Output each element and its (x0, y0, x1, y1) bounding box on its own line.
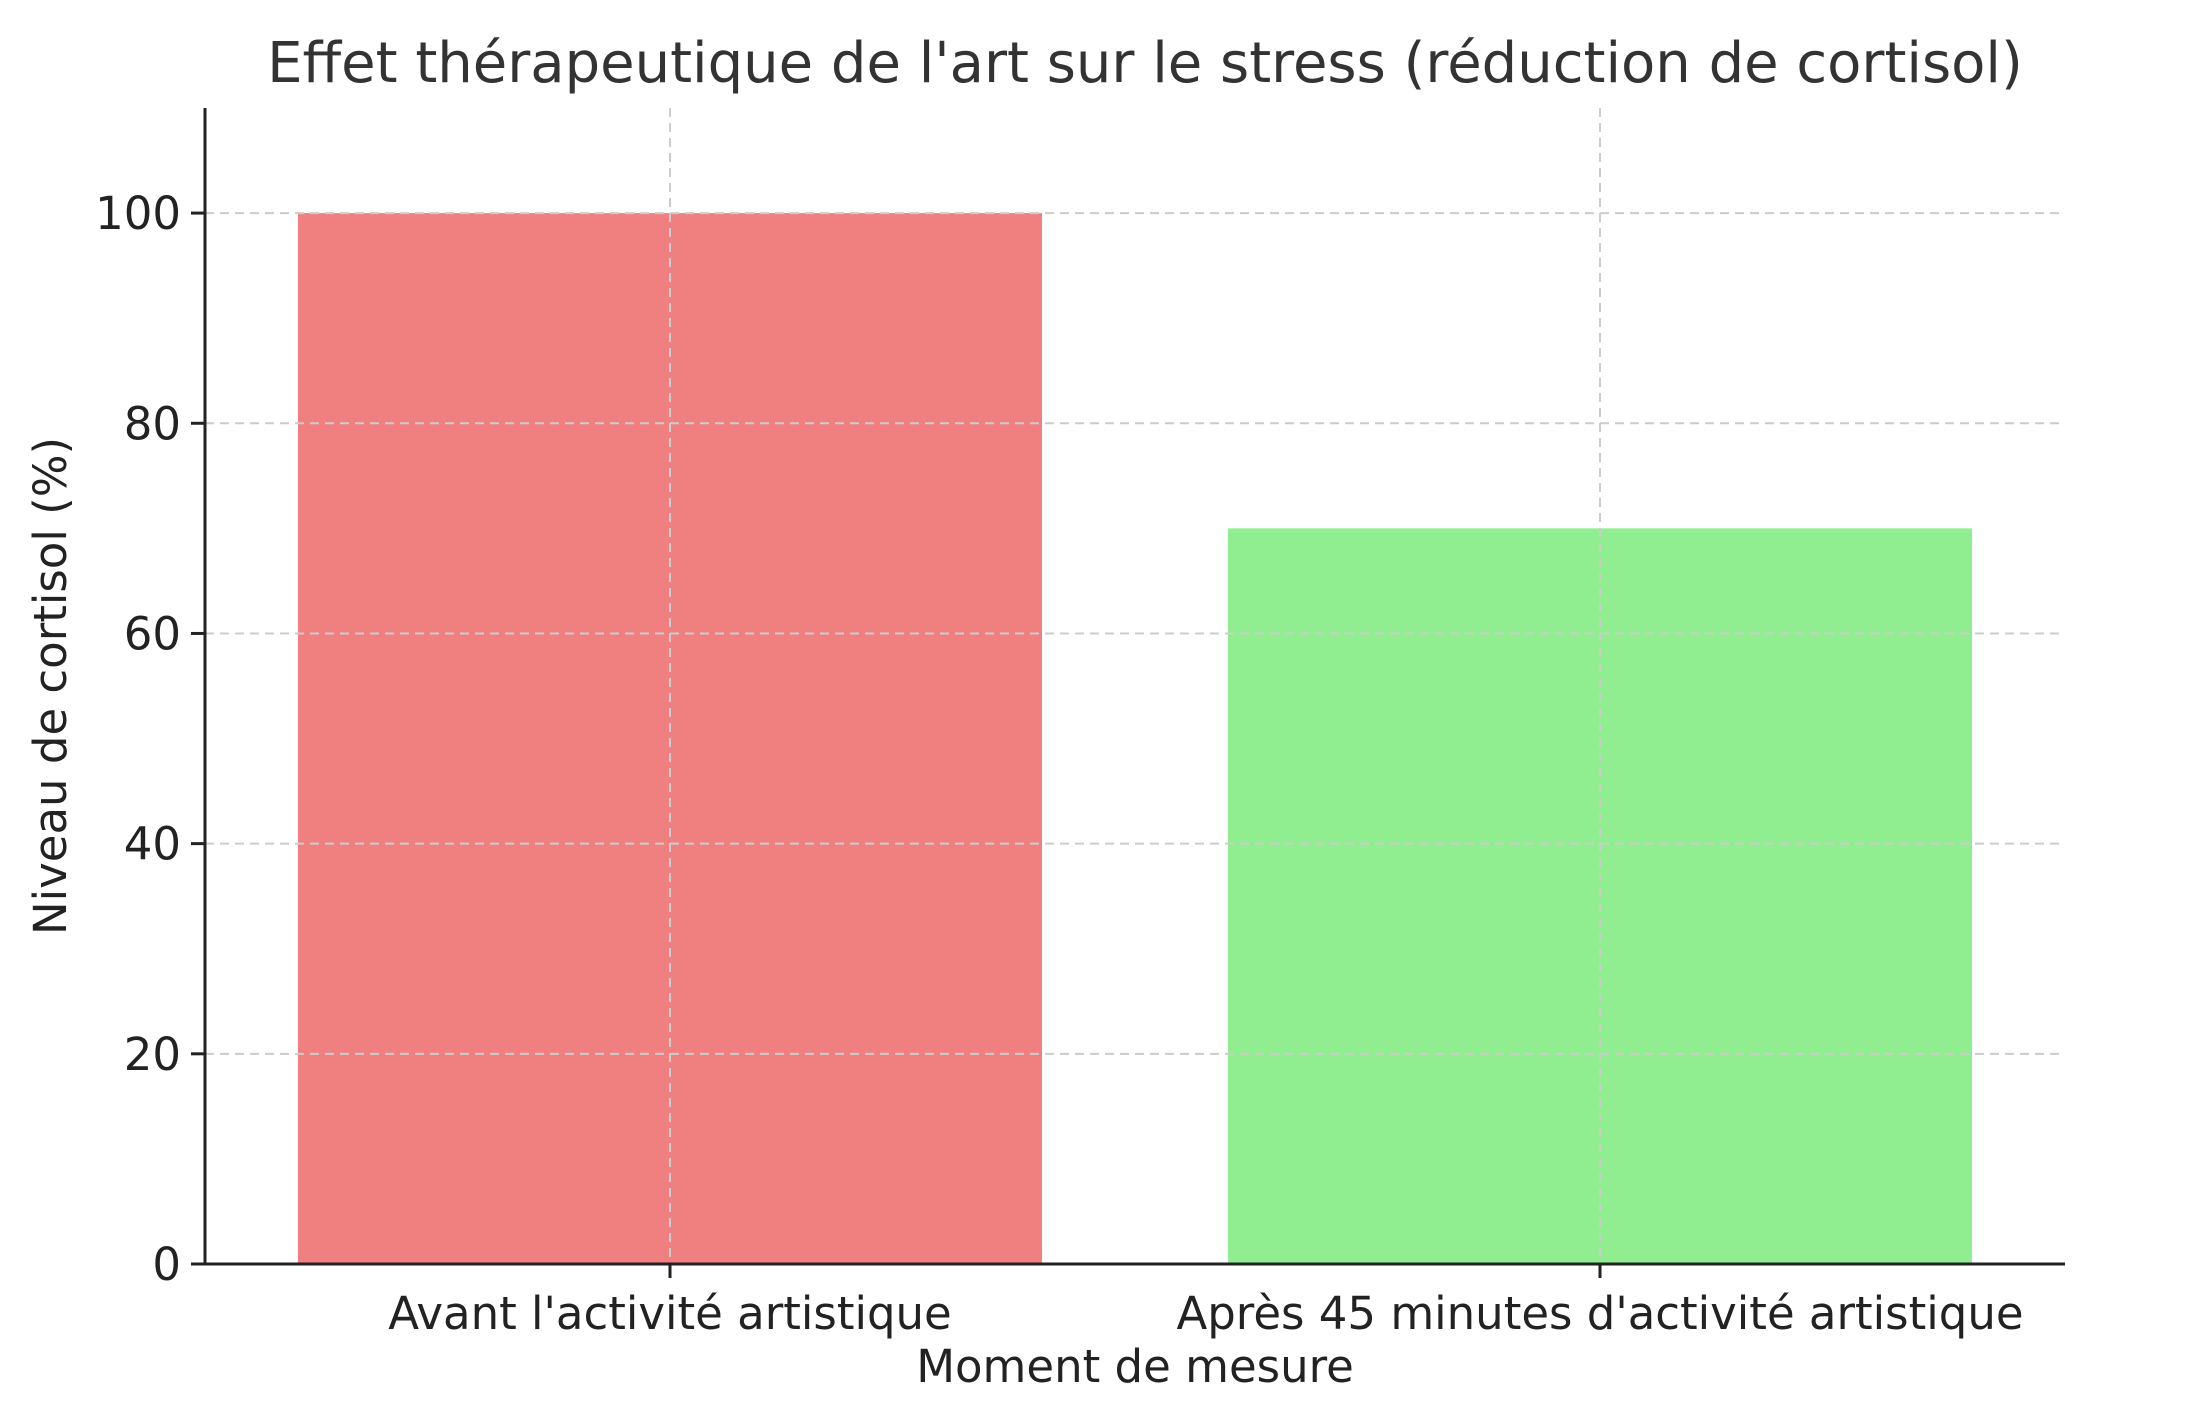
y-tick-label: 60 (124, 607, 181, 660)
chart-title: Effet thérapeutique de l'art sur le stre… (267, 31, 2023, 96)
x-axis-label: Moment de mesure (916, 1340, 1354, 1393)
y-ticks: 0 20 40 60 80 100 (95, 187, 205, 1291)
y-axis-label: Niveau de cortisol (%) (24, 437, 77, 935)
y-tick-label: 0 (152, 1238, 181, 1291)
x-tick-label: Après 45 minutes d'activité artistique (1176, 1287, 2023, 1340)
y-tick-label: 40 (124, 818, 181, 871)
x-tick-label: Avant l'activité artistique (388, 1287, 952, 1340)
bars (298, 213, 1972, 1264)
axes (203, 108, 2065, 1266)
y-tick-label: 80 (124, 397, 181, 450)
x-ticks: Avant l'activité artistique Après 45 minu… (388, 1264, 2024, 1340)
y-tick-label: 100 (95, 187, 181, 240)
y-tick-label: 20 (124, 1028, 181, 1081)
